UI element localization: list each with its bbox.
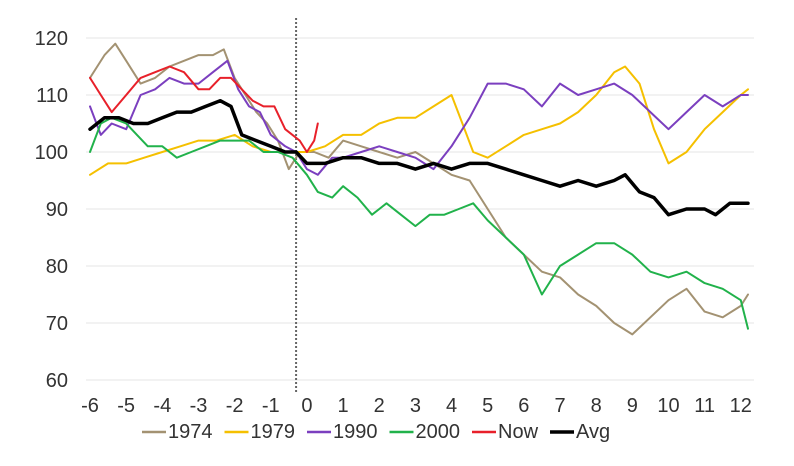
series-line-now [89,65,319,153]
legend-label-1974: 1974 [168,421,213,443]
series-line-1974 [89,42,749,336]
legend-label-2000: 2000 [416,421,461,443]
x-tick-label: -5 [117,395,135,417]
x-tick-label: 0 [301,395,312,417]
x-tick-label: 9 [627,395,638,417]
x-tick-label: -6 [81,395,99,417]
x-tick-label: 4 [446,395,457,417]
legend-label-1979: 1979 [251,421,296,443]
y-tick-label: 100 [35,142,68,164]
y-tick-label: 70 [46,313,68,335]
x-tick-label: 11 [694,395,715,417]
legend-label-avg: Avg [576,421,610,443]
legend-label-now: Now [498,421,539,443]
x-tick-label: -3 [190,395,208,417]
y-tick-label: 120 [35,28,68,50]
y-tick-label: 80 [46,256,68,278]
series-line-1979 [89,65,749,176]
x-tick-label: 12 [730,395,752,417]
series-line-1990 [89,59,749,176]
x-tick-label: -1 [262,395,280,417]
gridlines [86,37,754,381]
x-tick-label: 5 [482,395,493,417]
x-tick-label: 10 [657,395,679,417]
y-axis-ticks: 60 70 80 90 100 110 120 [35,28,68,392]
y-tick-label: 90 [46,199,68,221]
series-line-avg [88,98,750,217]
series-lines [88,42,750,336]
legend: 1974 1979 1990 2000 Now Avg [142,421,610,443]
x-tick-label: 6 [518,395,529,417]
series-line-2000 [89,116,749,330]
x-tick-label: 3 [410,395,421,417]
x-tick-label: -2 [226,395,244,417]
y-tick-label: 60 [46,370,68,392]
x-axis-ticks: -6 -5 -4 -3 -2 -1 0 1 2 3 4 5 6 7 8 9 10 11 12 [81,395,752,417]
x-tick-label: 2 [374,395,385,417]
legend-label-1990: 1990 [333,421,378,443]
x-tick-label: -4 [153,395,171,417]
y-tick-label: 110 [36,85,68,107]
x-tick-label: 1 [338,395,349,417]
x-tick-label: 7 [554,395,565,417]
x-tick-label: 8 [591,395,602,417]
